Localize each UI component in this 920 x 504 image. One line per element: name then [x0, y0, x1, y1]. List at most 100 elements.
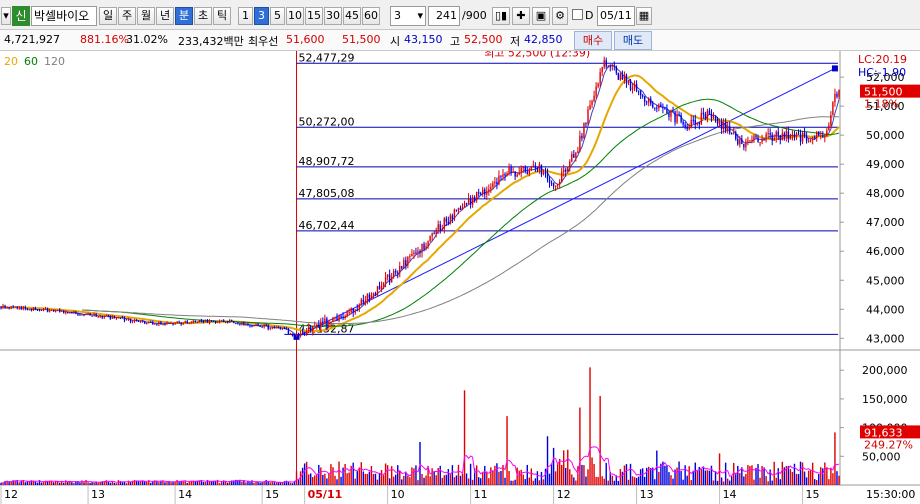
- crosshair-icon[interactable]: ✚: [512, 7, 530, 25]
- candle-body-99: [200, 320, 203, 322]
- candle-body-270: [546, 173, 549, 179]
- period-button-2[interactable]: 월: [137, 7, 155, 25]
- candle-body-345: [698, 122, 701, 125]
- interval-button-15[interactable]: 15: [305, 7, 323, 25]
- volume-bar-399: [807, 470, 810, 485]
- candle-body-20: [40, 309, 43, 311]
- interval-select[interactable]: 3 ▾: [390, 6, 426, 26]
- volume-bar-47: [95, 481, 97, 485]
- stock-name-field[interactable]: 박셀바이오: [31, 6, 97, 26]
- candle-body-331: [670, 110, 672, 117]
- candle-body-225: [455, 209, 458, 211]
- volume-bar-31: [63, 482, 65, 485]
- volume-bar-389: [787, 466, 790, 485]
- volume-bar-152: [307, 474, 310, 485]
- date-input[interactable]: 05/11: [597, 6, 635, 26]
- candle-body-320: [648, 98, 650, 103]
- candle-body-152: [307, 327, 310, 332]
- candle-body-228: [461, 206, 464, 210]
- interval-button-10[interactable]: 10: [286, 7, 304, 25]
- interval-button-5[interactable]: 5: [270, 7, 285, 25]
- volume-bar-372: [753, 479, 755, 485]
- volume-bar-59: [119, 481, 122, 485]
- candle-body-248: [502, 174, 504, 177]
- candle-body-92: [186, 321, 188, 324]
- sell-button[interactable]: 매도: [614, 31, 652, 50]
- interval-button-45[interactable]: 45: [343, 7, 361, 25]
- candle-body-176: [356, 309, 358, 311]
- candle-body-63: [127, 318, 130, 320]
- volume-bar-56: [113, 482, 116, 485]
- volume-bar-388: [785, 465, 788, 485]
- volume-bar-110: [222, 480, 225, 485]
- ma-legend-120: 120: [44, 55, 65, 68]
- save-icon[interactable]: ▣: [532, 7, 550, 25]
- candle-body-382: [773, 137, 775, 141]
- candle-body-264: [534, 165, 537, 168]
- candle-body-297: [601, 67, 603, 73]
- volume-bar-284: [575, 480, 577, 485]
- candle-body-394: [797, 133, 800, 135]
- period-button-0[interactable]: 일: [99, 7, 117, 25]
- candle-body-101: [204, 320, 207, 322]
- volume-bar-147: [297, 478, 300, 485]
- count-input[interactable]: 241: [428, 6, 460, 26]
- candle-body-380: [769, 133, 771, 135]
- interval-button-3[interactable]: 3: [254, 7, 269, 25]
- candle-body-127: [257, 324, 259, 327]
- buy-button[interactable]: 매수: [574, 31, 612, 50]
- volume-bar-407: [824, 462, 826, 485]
- candle-body-328: [664, 108, 666, 110]
- volume-bar-367: [743, 476, 745, 485]
- calendar-icon[interactable]: ▦: [636, 7, 652, 25]
- period-button-1[interactable]: 주: [118, 7, 136, 25]
- volume-bar-294: [595, 476, 597, 485]
- date-checkbox[interactable]: [572, 9, 583, 20]
- candle-body-273: [552, 182, 555, 187]
- volume-bar-398: [805, 477, 808, 485]
- volume-ratio: 881.16%: [80, 33, 129, 46]
- menu-dropdown-icon[interactable]: ▾: [1, 7, 11, 25]
- candle-body-62: [125, 319, 128, 321]
- volume-bar-397: [803, 471, 806, 485]
- candle-body-340: [688, 127, 690, 130]
- volume-bar-52: [105, 480, 107, 485]
- period-button-5[interactable]: 초: [194, 7, 212, 25]
- volume-bar-1: [2, 482, 4, 485]
- candle-body-167: [338, 315, 340, 321]
- volume-bar-75: [152, 480, 154, 485]
- volume-bar-204: [413, 468, 415, 485]
- volume-bar-331: [670, 475, 672, 485]
- candle-body-261: [528, 170, 531, 174]
- candle-body-188: [380, 285, 383, 290]
- volume-bar-289: [585, 476, 587, 485]
- gear-icon[interactable]: ⚙: [552, 7, 568, 25]
- interval-button-60[interactable]: 60: [362, 7, 380, 25]
- period-button-4[interactable]: 분: [175, 7, 193, 25]
- interval-button-1[interactable]: 1: [238, 7, 253, 25]
- candle-body-16: [32, 307, 35, 311]
- candle-body-400: [809, 139, 812, 141]
- candle-body-10: [20, 307, 22, 310]
- candle-body-314: [635, 84, 638, 91]
- candle-type-icon[interactable]: ▯▮: [492, 7, 510, 25]
- candle-body-247: [500, 175, 502, 177]
- candle-body-83: [168, 322, 170, 324]
- candle-body-72: [146, 323, 148, 325]
- interval-button-30[interactable]: 30: [324, 7, 342, 25]
- volume-bar-95: [192, 480, 195, 485]
- period-button-6[interactable]: 틱: [213, 7, 231, 25]
- volume-bar-293: [593, 464, 595, 485]
- candle-body-377: [763, 139, 765, 141]
- volume-bar-112: [227, 482, 229, 485]
- candle-body-250: [506, 173, 508, 176]
- volume-bar-336: [680, 471, 682, 485]
- candle-body-268: [542, 172, 545, 175]
- volume-bar-5: [10, 481, 12, 485]
- candle-body-367: [743, 143, 745, 148]
- period-button-3[interactable]: 년: [156, 7, 174, 25]
- volume-bar-167: [338, 461, 340, 485]
- candle-body-189: [382, 282, 385, 286]
- candle-body-276: [558, 181, 561, 185]
- price-chart[interactable]: 20 60 120 52,000 51,000 50,000 49,000 48,000 47,…: [0, 51, 920, 504]
